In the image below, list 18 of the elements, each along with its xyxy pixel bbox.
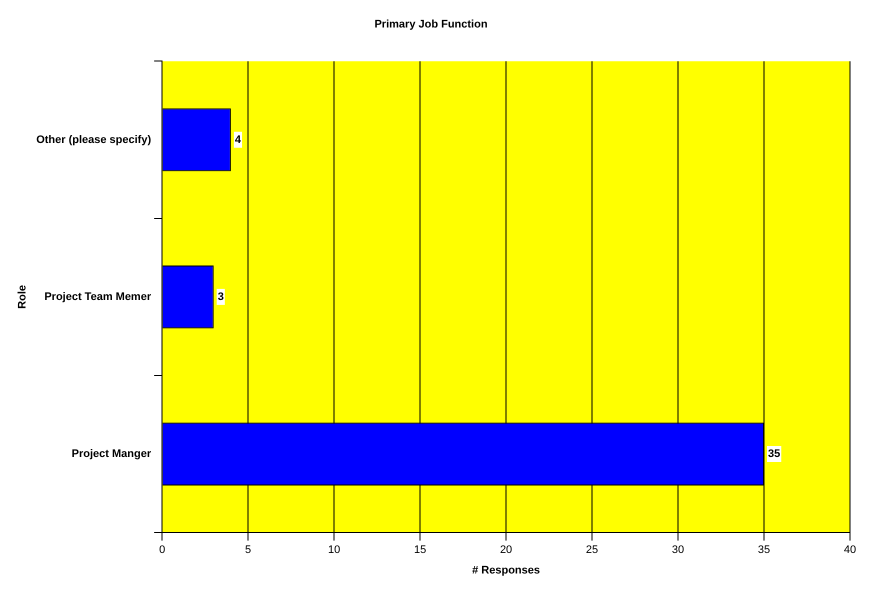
data-label: 3 — [218, 290, 224, 303]
data-label: 35 — [768, 448, 780, 460]
y-tick-label: Project Team Memer — [44, 290, 152, 303]
y-tick-label: Project Manger — [72, 448, 152, 460]
y-axis-title: Role — [16, 284, 29, 309]
x-tick-label: 40 — [844, 544, 856, 556]
x-tick-label: 5 — [245, 544, 252, 556]
x-axis-title: # Responses — [472, 564, 540, 576]
x-tick-label: 0 — [159, 544, 166, 556]
data-label: 4 — [234, 134, 242, 146]
x-tick-label: 35 — [758, 544, 770, 556]
x-tick-label: 25 — [586, 544, 598, 556]
y-tick-label: Other (please specify) — [36, 134, 152, 146]
x-tick-label: 15 — [414, 544, 426, 556]
x-tick-label: 10 — [328, 544, 340, 556]
x-tick-label: 20 — [500, 544, 512, 556]
x-tick-label: 30 — [672, 544, 684, 556]
chart-title: Primary Job Function — [374, 18, 488, 31]
